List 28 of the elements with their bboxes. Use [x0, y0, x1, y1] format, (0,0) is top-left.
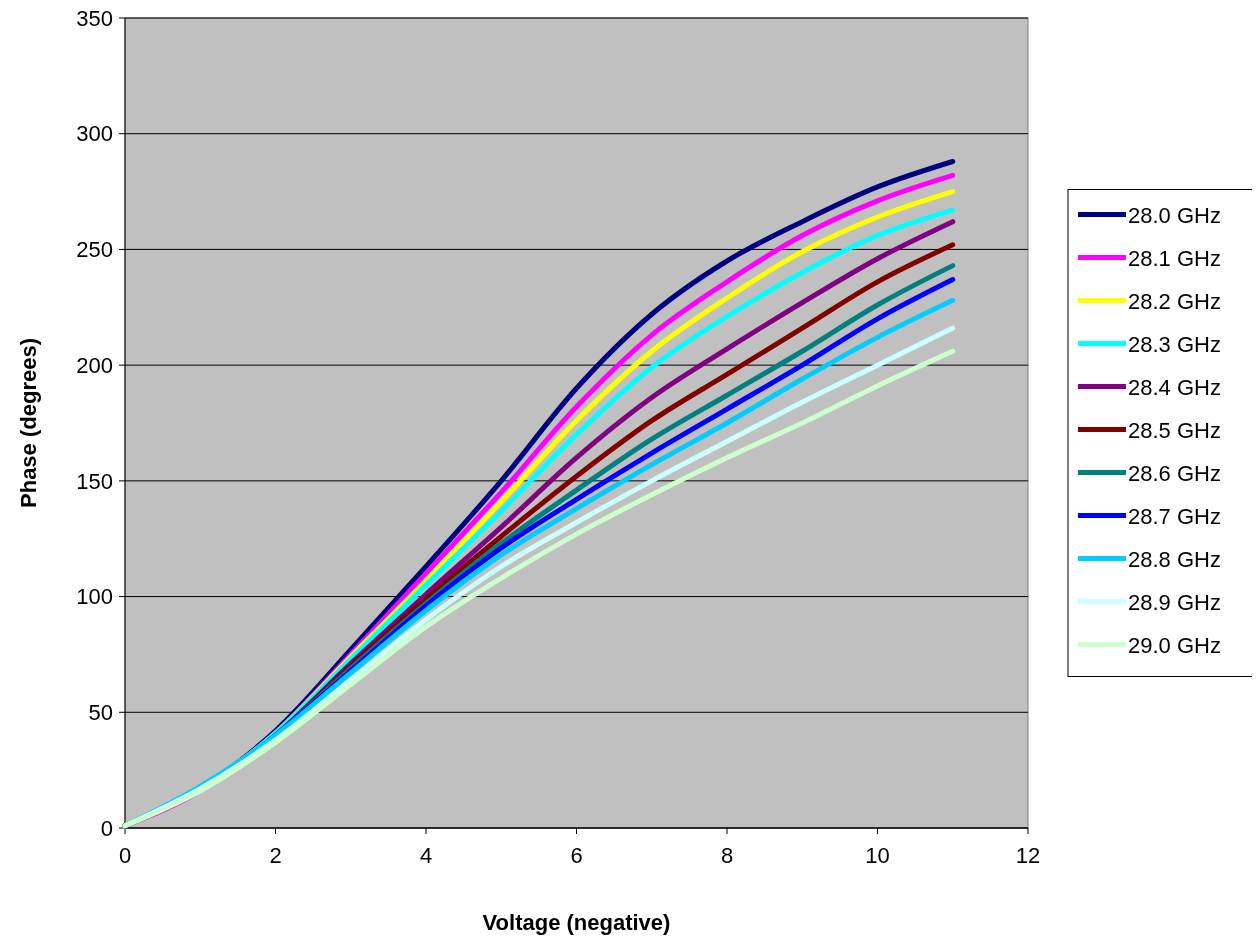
y-tick-label: 350 — [76, 5, 113, 31]
y-tick-label: 250 — [76, 237, 113, 263]
x-tick-label: 12 — [1015, 843, 1041, 868]
legend-label: 28.7 GHz — [1128, 503, 1221, 529]
legend-label: 28.3 GHz — [1128, 331, 1221, 357]
legend-label: 28.5 GHz — [1128, 417, 1221, 443]
y-tick-label: 100 — [76, 584, 113, 610]
y-axis-title: Phase (degrees) — [16, 338, 41, 508]
y-tick-label: 0 — [100, 815, 113, 841]
legend-label: 28.2 GHz — [1128, 288, 1221, 314]
legend-label: 28.8 GHz — [1128, 546, 1221, 572]
x-axis-title: Voltage (negative) — [482, 910, 671, 935]
legend-label: 28.1 GHz — [1128, 245, 1221, 271]
x-tick-label: 10 — [865, 843, 890, 868]
x-tick-label: 4 — [419, 843, 433, 868]
y-tick-label: 200 — [76, 352, 113, 378]
legend-label: 28.4 GHz — [1128, 374, 1221, 400]
y-tick-label: 50 — [88, 699, 113, 725]
x-tick-label: 0 — [118, 843, 132, 868]
x-tick-label: 6 — [570, 843, 583, 868]
y-tick-label: 150 — [76, 468, 113, 494]
legend-label: 28.9 GHz — [1128, 589, 1221, 615]
y-tick-label: 300 — [76, 121, 113, 147]
legend-label: 29.0 GHz — [1128, 632, 1221, 658]
legend-label: 28.6 GHz — [1128, 460, 1221, 486]
x-tick-label: 8 — [720, 843, 734, 868]
x-tick-label: 2 — [269, 843, 282, 868]
legend-label: 28.0 GHz — [1128, 202, 1221, 228]
